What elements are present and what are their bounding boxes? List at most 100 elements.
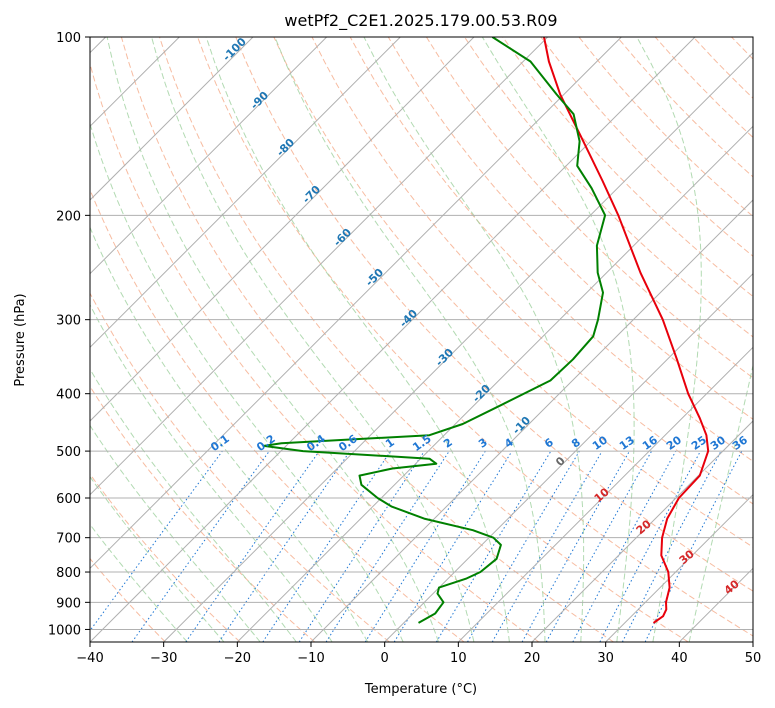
dry-adiabat-line <box>235 37 753 592</box>
mixing-ratio-line <box>298 450 425 642</box>
y-tick-label: 400 <box>56 388 81 403</box>
moist-adiabat-line <box>90 424 261 642</box>
dewpoint-profile-line <box>263 37 607 624</box>
mixing-ratio-line <box>218 450 351 642</box>
y-tick-label: 1000 <box>48 623 81 638</box>
isotherm-line <box>605 493 753 642</box>
isotherm-line <box>310 199 753 642</box>
theta-label: -20 <box>470 382 493 405</box>
dry-adiabat-line <box>654 37 753 139</box>
moist-adiabat-line <box>90 475 225 642</box>
dry-adiabat-line <box>387 37 753 420</box>
y-tick-label: 300 <box>56 314 81 329</box>
moist-adiabat-line <box>90 523 188 642</box>
x-tick-label: 10 <box>450 651 467 666</box>
mixing-ratio-line <box>90 450 223 632</box>
dry-adiabat-label: 20 <box>634 517 654 537</box>
mixing-ratio-label: 10 <box>590 433 610 453</box>
mixing-ratio-line <box>364 450 486 642</box>
y-tick-label: 700 <box>56 532 81 547</box>
x-tick-label: −20 <box>224 651 251 666</box>
dry-adiabat-line <box>464 37 753 338</box>
background-line-grid <box>90 37 753 642</box>
mixing-ratio-label: 3 <box>476 436 490 451</box>
x-tick-label: 50 <box>745 651 762 666</box>
moist-adiabat-line <box>90 122 404 642</box>
dry-adiabat-label: 30 <box>677 547 697 567</box>
dry-adiabat-line <box>90 292 390 642</box>
mixing-ratio-line <box>467 450 580 642</box>
dry-adiabat-label: 10 <box>592 485 612 505</box>
chart-title: wetPf2_C2E1.2025.179.00.53.R09 <box>284 11 557 31</box>
mixing-ratio-line <box>393 450 513 642</box>
theta-label: -70 <box>300 183 323 206</box>
x-tick-label: −30 <box>150 651 177 666</box>
theta-label: -80 <box>274 136 297 159</box>
mixing-ratio-label: 36 <box>730 433 750 453</box>
dry-adiabat-line <box>311 37 753 505</box>
isotherm-line <box>90 37 696 642</box>
mixing-ratio-line <box>131 450 270 642</box>
isotherm-line <box>90 37 401 349</box>
y-tick-label: 600 <box>56 492 81 507</box>
isotherm-line <box>90 37 328 275</box>
mixing-ratio-line <box>599 450 701 642</box>
dry-adiabat-line <box>90 188 465 642</box>
theta-label: -60 <box>331 226 354 249</box>
isotherm-line <box>678 567 753 642</box>
y-tick-label: 900 <box>56 596 81 611</box>
dry-adiabat-line <box>273 37 753 548</box>
mixing-ratio-label: 8 <box>569 436 583 451</box>
mixing-ratio-line <box>644 450 743 642</box>
x-axis-label: Temperature (°C) <box>364 682 477 697</box>
mixing-ratio-line <box>521 450 630 642</box>
y-tick-label: 200 <box>56 209 81 224</box>
mixing-ratio-label: 30 <box>708 433 728 453</box>
theta-label: -90 <box>248 89 271 112</box>
theta-label: -100 <box>220 35 249 64</box>
theta-label: -30 <box>433 346 456 369</box>
dry-adiabat-line <box>90 473 241 642</box>
mixing-ratio-label: 16 <box>640 433 660 453</box>
theta-label: -50 <box>363 266 386 289</box>
temperature-profile-line <box>543 37 710 624</box>
dry-adiabat-line <box>90 62 540 642</box>
profile-series <box>263 37 710 624</box>
dry-adiabat-line <box>578 37 753 218</box>
moist-adiabat-line <box>688 363 753 642</box>
theta-label: -40 <box>397 307 420 330</box>
dry-adiabat-line <box>425 37 753 379</box>
isotherm-line <box>90 37 254 201</box>
dry-adiabat-line <box>90 557 166 642</box>
mixing-ratio-line <box>545 450 653 642</box>
dry-adiabat-line <box>692 37 753 99</box>
plot-frame <box>89 36 754 643</box>
in-plot-labels: 0.1 0.2 0.4 0.6 1 1.5 2 3 4 6 8 10 13 16 20 25 30 36-100-… <box>208 35 750 597</box>
x-tick-label: 0 <box>381 651 389 666</box>
dry-adiabat-label: 40 <box>722 577 742 597</box>
isotherm-line <box>163 51 753 642</box>
dry-adiabat-line <box>120 37 614 642</box>
y-tick-label: 500 <box>56 445 81 460</box>
x-tick-label: 40 <box>671 651 688 666</box>
x-tick-label: −40 <box>76 651 103 666</box>
moist-adiabat-line <box>274 37 546 642</box>
moist-adiabat-line <box>106 37 439 642</box>
dry-adiabat-line <box>90 385 316 642</box>
moist-adiabat-line <box>636 37 702 642</box>
dry-adiabat-line <box>502 37 753 298</box>
moist-adiabat-line <box>205 37 510 642</box>
y-tick-label: 100 <box>56 31 81 46</box>
mixing-ratio-line <box>572 450 677 642</box>
isotherm-line <box>90 37 475 422</box>
moist-adiabat-line <box>363 37 585 642</box>
y-axis-label: Pressure (hPa) <box>13 293 28 386</box>
dry-adiabat-line <box>349 37 753 462</box>
mixing-ratio-label: 2 <box>441 436 455 451</box>
x-tick-label: 30 <box>597 651 614 666</box>
isotherm-line <box>531 420 753 642</box>
dry-adiabat-line <box>159 37 689 642</box>
mixing-ratio-line <box>621 450 722 642</box>
mixing-ratio-line <box>435 450 552 642</box>
mixing-ratio-line <box>325 450 450 642</box>
